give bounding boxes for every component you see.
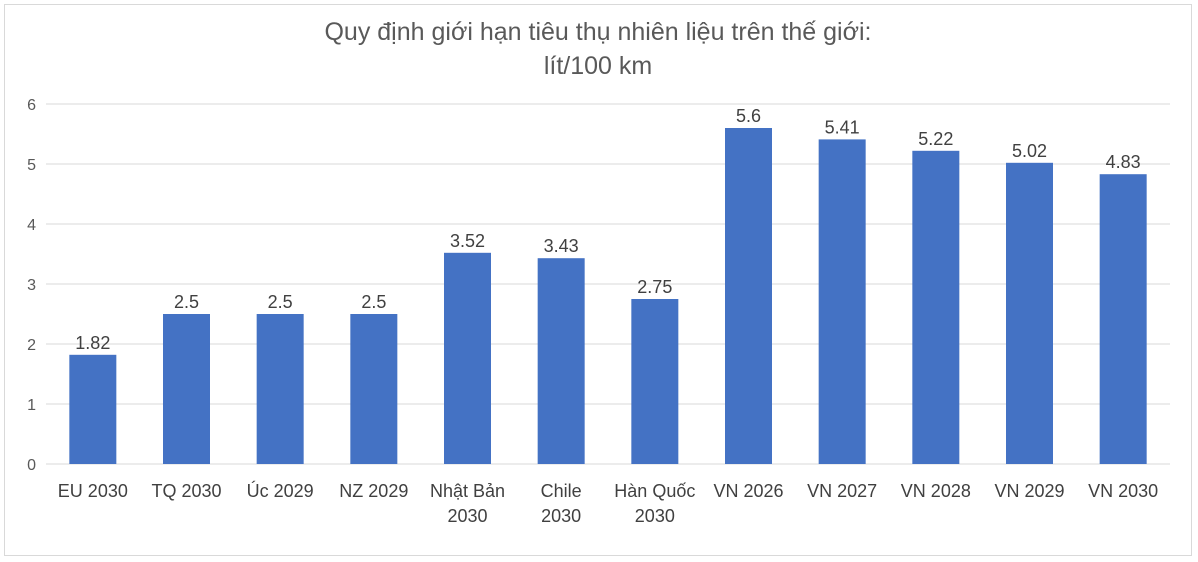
category-label: VN 2028 [901,481,971,501]
y-axis-ticks: 0 1 2 3 4 5 6 [27,97,36,474]
data-label: 1.82 [75,333,110,353]
data-label: 2.5 [268,292,293,312]
y-tick-label: 0 [27,457,36,474]
y-tick-label: 4 [27,217,36,234]
category-label: Chile [541,481,582,501]
bar [1099,174,1147,464]
bar [350,314,398,464]
data-label: 5.22 [918,129,953,149]
data-label: 2.75 [637,277,672,297]
bar [444,252,491,464]
data-label: 2.5 [361,292,386,312]
bar [163,314,210,464]
category-label: 2030 [635,506,675,526]
category-label: Úc 2029 [247,480,314,501]
bar [725,128,772,464]
bar [69,354,117,464]
data-label: 3.43 [544,236,579,256]
x-axis-categories: EU 2030 TQ 2030 Úc 2029 NZ 2029 Nhật Bản 2030… [58,480,1158,526]
category-label: TQ 2030 [151,481,221,501]
category-label: Hàn Quốc [614,481,695,501]
category-label: EU 2030 [58,481,128,501]
data-label: 5.41 [825,117,860,137]
category-label: 2030 [447,506,487,526]
data-labels: 1.82 2.5 2.5 2.5 3.52 3.43 2.75 5.6 5.41 5.22 5.02… [75,106,1140,353]
chart-title-line-1: Quy định giới hạn tiêu thụ nhiên liệu tr… [324,18,871,46]
bar [818,139,866,464]
category-label: VN 2030 [1088,481,1158,501]
chart-title-line-2: lít/100 km [544,52,652,80]
bar [537,258,585,464]
y-tick-label: 6 [27,97,36,114]
category-label: VN 2027 [807,481,877,501]
category-label: Nhật Bản [430,481,505,501]
bar [256,314,304,464]
category-label: VN 2026 [713,481,783,501]
data-label: 4.83 [1106,152,1141,172]
data-label: 3.52 [450,231,485,251]
y-tick-label: 3 [27,277,36,294]
bar [631,299,679,464]
category-label: 2030 [541,506,581,526]
bar [912,150,960,465]
y-tick-label: 5 [27,157,36,174]
data-label: 5.02 [1012,141,1047,161]
category-label: NZ 2029 [339,481,408,501]
bars [69,128,1147,465]
data-label: 2.5 [174,292,199,312]
data-label: 5.6 [736,106,761,126]
y-tick-label: 1 [27,397,36,414]
category-label: VN 2029 [994,481,1064,501]
gridlines [46,103,1170,465]
bar [1006,162,1053,465]
chart-title: Quy định giới hạn tiêu thụ nhiên liệu tr… [324,18,871,80]
y-tick-label: 2 [27,337,36,354]
